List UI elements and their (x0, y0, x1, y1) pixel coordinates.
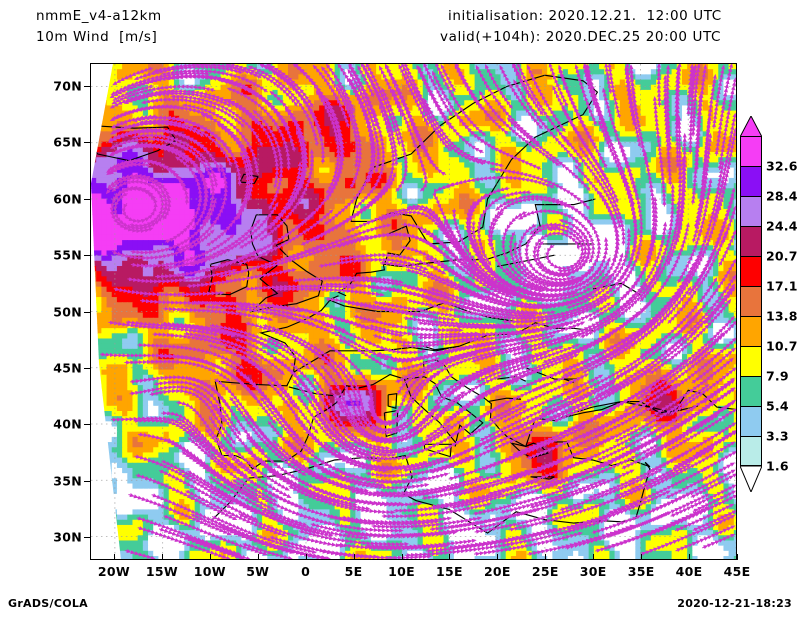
x-tick-label: 40E (675, 564, 703, 579)
colorbar-band (740, 436, 762, 466)
colorbar-band (740, 286, 762, 316)
x-tick-label: 0 (301, 564, 311, 579)
colorbar-tick-label: 17.1 (766, 278, 798, 294)
y-tick-label: 50N (53, 304, 82, 319)
colorbar-tick-label: 3.3 (766, 428, 789, 444)
y-tick-mark (84, 255, 90, 257)
y-tick-label: 65N (53, 134, 82, 150)
x-tick-label: 5E (344, 564, 363, 579)
colorbar-tick-label: 13.8 (766, 308, 798, 324)
x-tick-label: 45E (723, 564, 751, 579)
colorbar-over-arrow (740, 116, 762, 137)
y-tick-label: 70N (53, 78, 82, 94)
y-tick-label: 60N (53, 191, 82, 207)
x-tick-mark (401, 554, 403, 560)
x-tick-label: 20E (483, 564, 511, 579)
y-tick-label: 45N (53, 360, 82, 376)
y-tick-label: 35N (53, 473, 82, 489)
colorbar-tick-label: 5.4 (766, 398, 789, 414)
x-tick-label: 15W (145, 564, 178, 579)
x-tick-mark (545, 554, 547, 560)
map-plot-area (90, 63, 737, 560)
valid-time-label: valid(+104h): 2020.DEC.25 20:00 UTC (440, 29, 722, 45)
x-tick-label: 20W (97, 564, 130, 579)
colorbar-band (740, 376, 762, 406)
colorbar-tick-label: 28.4 (766, 188, 798, 204)
colorbar-band (740, 346, 762, 376)
y-tick-mark (84, 85, 90, 87)
colorbar-tick-label: 20.7 (766, 248, 798, 264)
x-tick-mark (641, 554, 643, 560)
y-tick-label: 55N (53, 247, 82, 263)
x-tick-mark (353, 554, 355, 560)
producer-label: GrADS/COLA (8, 597, 88, 610)
x-tick-mark (113, 554, 115, 560)
y-tick-mark (84, 198, 90, 200)
x-tick-mark (737, 554, 738, 560)
y-tick-label: 30N (53, 529, 82, 545)
y-tick-mark (84, 142, 90, 144)
colorbar-band (740, 136, 762, 166)
colorbar-band (740, 406, 762, 436)
colorbar-tick-label: 1.6 (766, 458, 789, 474)
colorbar-tick-label: 24.4 (766, 218, 798, 234)
y-tick-mark (84, 424, 90, 426)
x-tick-label: 30E (579, 564, 607, 579)
wind-speed-field (91, 64, 736, 559)
x-tick-mark (257, 554, 259, 560)
y-tick-mark (84, 367, 90, 369)
y-tick-label: 40N (53, 416, 82, 432)
x-tick-mark (209, 554, 211, 560)
x-tick-label: 35E (627, 564, 655, 579)
field-name-label: 10m Wind [m/s] (36, 29, 158, 45)
y-tick-mark (84, 311, 90, 313)
timestamp-label: 2020-12-21-18:23 (677, 597, 792, 610)
x-tick-mark (593, 554, 595, 560)
x-tick-mark (449, 554, 451, 560)
colorbar-band (740, 256, 762, 286)
x-tick-label: 10W (193, 564, 226, 579)
x-tick-label: 10E (388, 564, 415, 579)
colorbar-band (740, 226, 762, 256)
x-tick-mark (305, 554, 307, 560)
colorbar-tick-label: 7.9 (766, 368, 789, 384)
x-tick-mark (689, 554, 691, 560)
map-canvas (91, 64, 736, 559)
colorbar-band (740, 196, 762, 226)
x-tick-mark (497, 554, 499, 560)
y-tick-mark (84, 537, 90, 539)
model-name-label: nmmE_v4-a12km (36, 8, 162, 24)
colorbar-under-arrow (740, 466, 762, 492)
colorbar (740, 136, 762, 466)
colorbar-band (740, 166, 762, 196)
colorbar-tick-label: 32.6 (766, 158, 798, 174)
y-tick-mark (84, 480, 90, 482)
x-tick-label: 25E (531, 564, 559, 579)
initialisation-label: initialisation: 2020.12.21. 12:00 UTC (448, 8, 722, 24)
x-tick-mark (161, 554, 163, 560)
x-tick-label: 5W (246, 564, 270, 579)
colorbar-tick-label: 10.7 (766, 338, 798, 354)
colorbar-band (740, 316, 762, 346)
x-tick-label: 15E (436, 564, 463, 579)
